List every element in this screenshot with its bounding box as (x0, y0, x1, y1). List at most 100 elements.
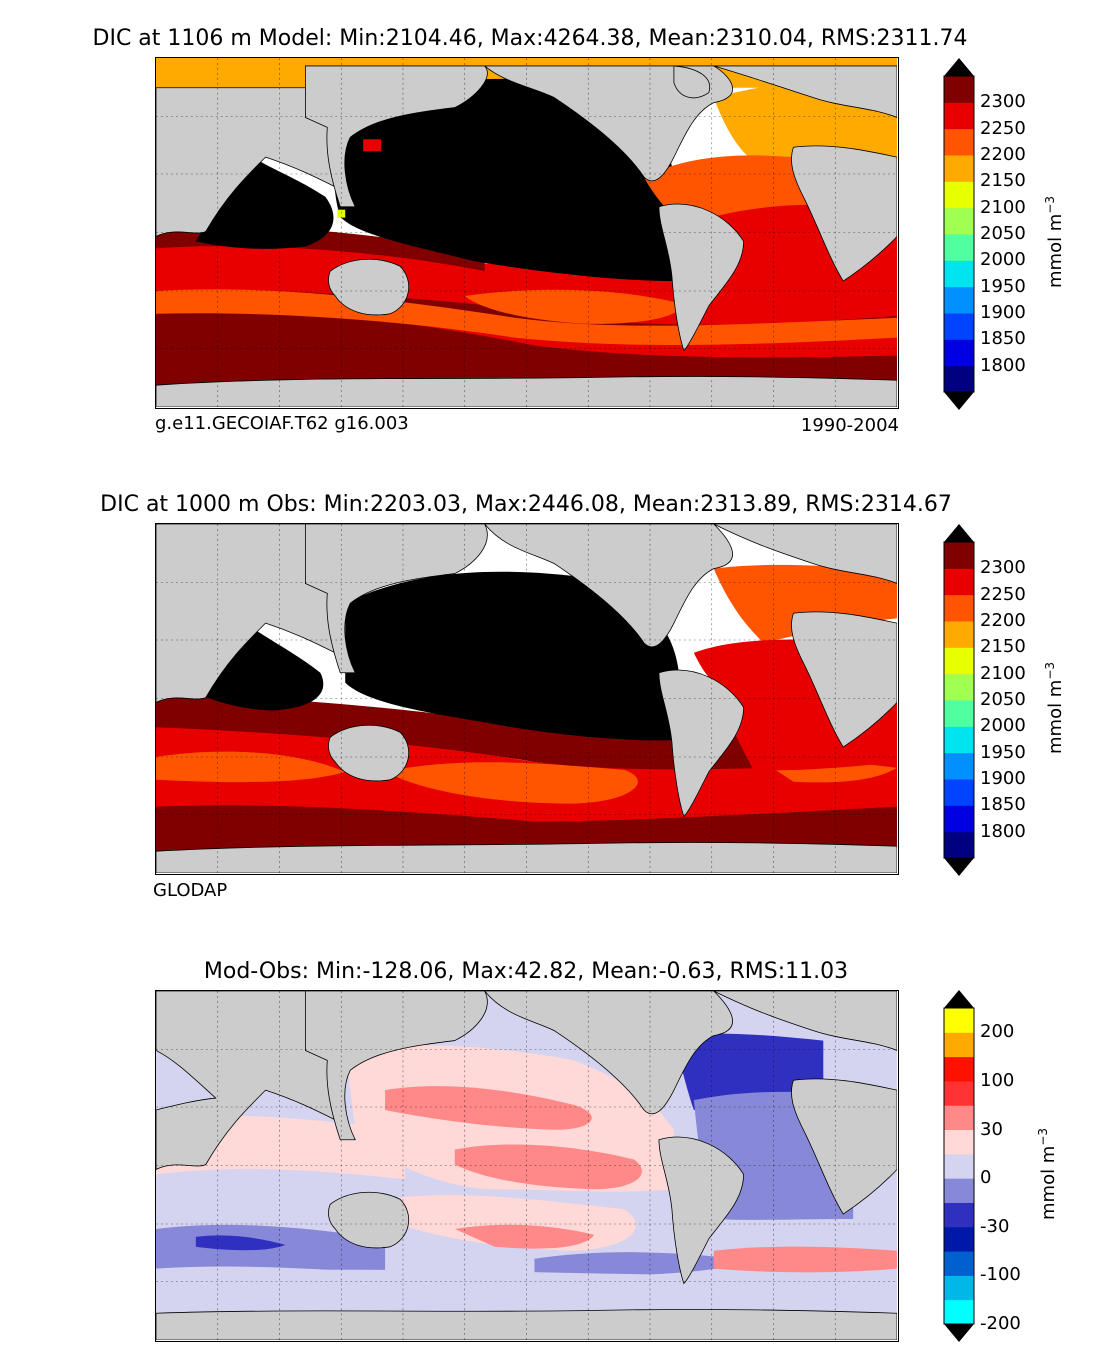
colorbar-swatch (944, 1251, 974, 1276)
colorbar-swatch (944, 365, 974, 393)
colorbar-tick-label: 2100 (980, 196, 1026, 218)
colorbar-over-triangle (944, 524, 974, 542)
colorbar-tick-label: 1950 (980, 741, 1026, 763)
graticule (156, 524, 897, 873)
colorbar-tick-label: 2200 (980, 144, 1026, 165)
colorbar-under-triangle (944, 1324, 974, 1342)
colorbar-swatch (944, 1080, 974, 1106)
colorbar-unit: mmol m−3 (1043, 662, 1066, 754)
colorbar-tick-label: 100 (980, 1069, 1015, 1091)
colorbar-unit: mmol m−3 (1043, 196, 1066, 288)
colorbar-swatch (944, 1299, 974, 1325)
colorbar-swatch (944, 542, 974, 569)
colorbar-tick-label: 1850 (980, 328, 1026, 350)
model-run-label: g.e11.GECOIAF.T62 g16.003 (155, 413, 409, 434)
colorbar-under-triangle (944, 858, 974, 876)
colorbar-swatches (943, 58, 975, 410)
graticule (156, 58, 897, 407)
colorbar-tick-label: 2200 (980, 610, 1026, 631)
colorbar-tick-label: -100 (980, 1264, 1021, 1286)
colorbar-swatch (944, 1056, 974, 1082)
colorbar-swatch (944, 779, 974, 806)
colorbar-swatch (944, 1008, 974, 1033)
graticule (156, 991, 897, 1340)
colorbar-under-triangle (944, 392, 974, 410)
colorbar-frame (943, 541, 975, 859)
colorbar-swatch (944, 568, 974, 596)
colorbar-tick-label: 200 (980, 1021, 1015, 1043)
map-plot (155, 990, 899, 1342)
colorbar-tick-label: 1850 (980, 794, 1026, 816)
colorbar-swatch (944, 102, 974, 130)
colorbar-swatch (944, 1032, 974, 1058)
colorbar-swatch (944, 1202, 974, 1228)
panel-title: DIC at 1000 m Obs: Min:2203.03, Max:2446… (100, 492, 952, 517)
colorbar-swatch (944, 286, 974, 314)
colorbar-tick-label: 2300 (980, 91, 1026, 113)
colorbar-swatch (944, 260, 974, 288)
colorbar-frame (943, 1007, 975, 1325)
unit-text: mmol m (1038, 1145, 1059, 1220)
colorbar (943, 58, 975, 410)
dataset-label: GLODAP (153, 880, 228, 901)
colorbar (943, 990, 975, 1342)
unit-exponent: −3 (1043, 661, 1057, 680)
colorbar-tick-label: 2000 (980, 715, 1026, 737)
date-range-label: 1990-2004 (800, 415, 899, 436)
colorbar-tick-label: 2150 (980, 636, 1026, 658)
unit-exponent: −3 (1036, 1127, 1050, 1146)
colorbar-swatch (944, 207, 974, 235)
colorbar-tick-label: 2050 (980, 689, 1026, 710)
colorbar-swatches (943, 524, 975, 876)
colorbar-swatch (944, 234, 974, 261)
colorbar-tick-label: 1800 (980, 820, 1026, 842)
map-plot (155, 523, 899, 875)
panel-title: Mod-Obs: Min:-128.06, Max:42.82, Mean:-0… (203, 959, 849, 984)
colorbar-swatch (944, 181, 974, 209)
colorbar-swatch (944, 726, 974, 754)
colorbar-swatch (944, 1129, 974, 1155)
colorbar-swatches (943, 990, 975, 1342)
colorbar-tick-label: 1800 (980, 354, 1026, 376)
colorbar-tick-label: 1900 (980, 302, 1026, 323)
colorbar-swatch (944, 1105, 974, 1131)
colorbar-tick-label: 2000 (980, 249, 1026, 271)
colorbar-tick-label: 1950 (980, 275, 1026, 297)
colorbar-tick-label: -30 (980, 1215, 1010, 1237)
colorbar-swatch (944, 128, 974, 156)
colorbar-swatch (944, 700, 974, 727)
colorbar-swatch (944, 313, 974, 340)
colorbar-tick-label: 2150 (980, 170, 1026, 192)
land (156, 991, 897, 1340)
colorbar-swatch (944, 673, 974, 701)
colorbar-swatch (944, 76, 974, 103)
colorbar-swatch (944, 155, 974, 182)
colorbar-swatch (944, 1275, 974, 1301)
colorbar-tick-label: 1900 (980, 768, 1026, 789)
colorbar (943, 524, 975, 876)
unit-text: mmol m (1045, 213, 1066, 288)
colorbar-tick-label: 2250 (980, 117, 1026, 139)
panel-title: DIC at 1106 m Model: Min:2104.46, Max:42… (92, 26, 968, 51)
colorbar-swatch (944, 647, 974, 675)
unit-text: mmol m (1045, 679, 1066, 754)
colorbar-over-triangle (944, 58, 974, 76)
land (156, 65, 897, 407)
colorbar-unit: mmol m−3 (1036, 1128, 1059, 1220)
unit-exponent: −3 (1043, 195, 1057, 214)
colorbar-swatch (944, 752, 974, 780)
colorbar-swatch (944, 1226, 974, 1252)
colorbar-tick-label: 30 (980, 1118, 1003, 1140)
colorbar-swatch (944, 1153, 974, 1179)
colorbar-frame (943, 75, 975, 393)
colorbar-tick-label: 2250 (980, 583, 1026, 605)
colorbar-tick-label: 2100 (980, 662, 1026, 684)
colorbar-swatch (944, 339, 974, 367)
colorbar-tick-label: 2300 (980, 557, 1026, 579)
map-plot (155, 57, 899, 409)
colorbar-swatch (944, 805, 974, 833)
colorbar-tick-label: 2050 (980, 223, 1026, 244)
colorbar-swatch (944, 831, 974, 859)
colorbar-over-triangle (944, 990, 974, 1008)
colorbar-swatch (944, 621, 974, 648)
